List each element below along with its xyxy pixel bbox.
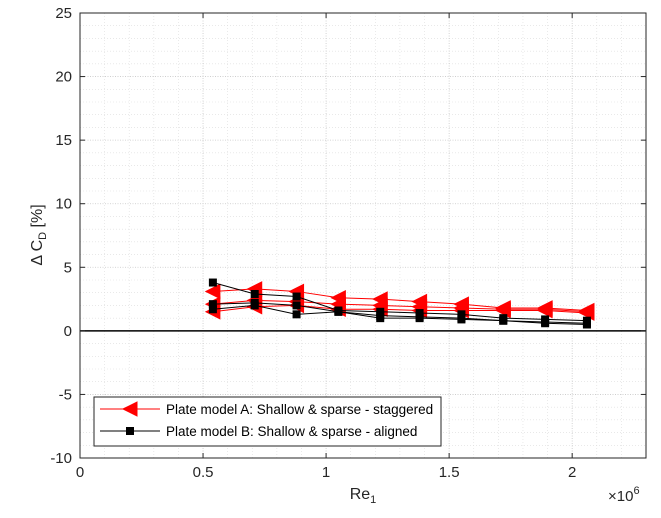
data-point [536,302,553,319]
y-axis-label-subscript: D [37,232,49,240]
x-axis-label-subscript: 1 [370,494,376,506]
data-point [578,305,595,321]
series-line [212,304,587,325]
x-axis-label: Re1 [350,486,377,506]
y-tick-label: 5 [64,259,72,276]
x-tick-label: 0 [76,464,84,481]
legend-label-b: Plate model B: Shallow & sparse - aligne… [166,424,417,439]
data-point [208,305,217,314]
data-point [208,300,217,309]
data-point [250,289,259,298]
legend-entry-b: Plate model B: Shallow & sparse - aligne… [100,424,417,439]
legend-entry-a: Plate model A: Shallow & sparse - stagge… [100,401,433,417]
data-point [499,316,508,325]
legend-box [93,396,442,447]
series-line [212,304,587,314]
data-point [204,283,221,300]
x-tick-label: 1.5 [439,464,460,481]
data-point [495,302,511,319]
series-line [212,299,587,313]
data-point [292,310,301,319]
data-point [334,307,343,316]
x-tick-label: 0.5 [193,464,214,481]
data-point [415,314,424,323]
data-point [582,320,591,329]
y-tick-label: -10 [50,450,72,467]
legend: Plate model A: Shallow & sparse - stagge… [93,396,442,447]
data-point [541,319,550,328]
series-line [212,302,587,324]
data-point [292,301,301,310]
legend-marker-b [126,427,134,435]
x-tick-label: 2 [568,464,576,481]
y-tick-label: 0 [64,323,72,340]
y-axis-ticks: -10 -5 0 5 10 15 20 25 [50,5,646,467]
data-point [457,315,466,324]
data-point [250,301,259,310]
x-axis-ticks: 0 0.5 1 1.5 2 [76,13,576,481]
y-tick-label: 15 [55,132,72,149]
legend-label-a: Plate model A: Shallow & sparse - stagge… [166,402,433,417]
x-tick-label: 1 [322,464,330,481]
x-axis-exponent-power: 6 [633,485,639,497]
x-axis-exponent: ×106 [608,485,640,505]
series-b [208,278,591,329]
legend-marker-a [121,401,138,417]
series-line [212,288,587,312]
plot-background [80,13,646,458]
y-tick-label: 20 [55,69,72,86]
plot-frame [79,12,647,459]
data-point [208,278,217,287]
data-point [292,292,301,301]
y-tick-label: -5 [59,386,72,403]
y-tick-label: 10 [55,196,72,213]
series-layer [204,278,595,329]
y-tick-label: 25 [55,5,72,22]
y-axis-label: Δ CD [%] [29,204,49,265]
data-point [376,314,385,323]
y-axis-label-unit: [%] [29,204,46,232]
series-line [212,282,587,322]
